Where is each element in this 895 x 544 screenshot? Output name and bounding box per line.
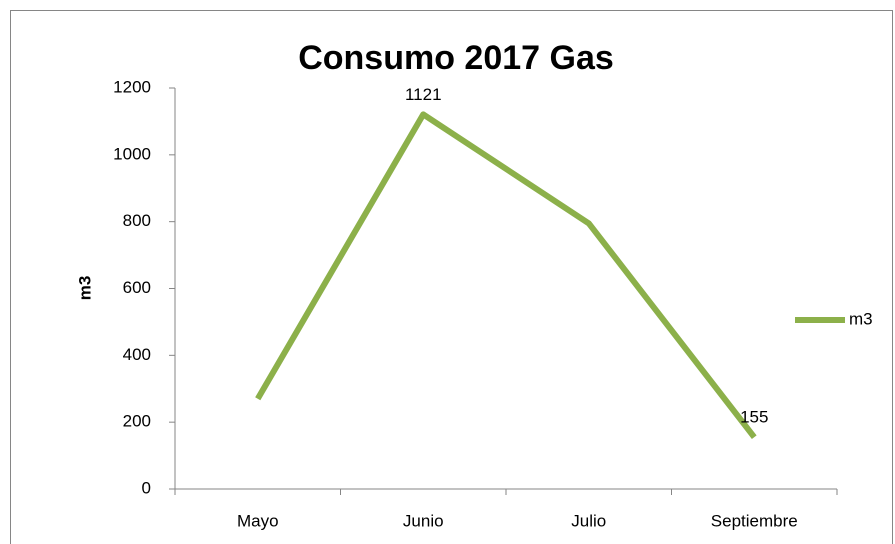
- x-tick-label: Junio: [403, 511, 444, 530]
- y-tick-label: 200: [123, 412, 151, 431]
- chart-title: Consumo 2017 Gas: [298, 39, 614, 77]
- x-tick-label: Julio: [571, 511, 606, 530]
- y-tick-label: 400: [123, 345, 151, 364]
- legend-label: m3: [849, 309, 873, 328]
- y-tick-label: 600: [123, 278, 151, 297]
- y-tick-label: 1000: [113, 144, 151, 163]
- data-label: 155: [740, 408, 768, 427]
- x-tick-label: Mayo: [237, 511, 279, 530]
- y-axis-label: m3: [75, 276, 94, 301]
- data-label: 1121: [405, 85, 442, 104]
- y-tick-label: 800: [123, 211, 151, 230]
- x-tick-label: Septiembre: [711, 511, 798, 530]
- chart-border: [10, 10, 893, 544]
- y-tick-label: 0: [142, 478, 151, 497]
- y-tick-label: 1200: [113, 77, 151, 96]
- series-line: [255, 111, 757, 440]
